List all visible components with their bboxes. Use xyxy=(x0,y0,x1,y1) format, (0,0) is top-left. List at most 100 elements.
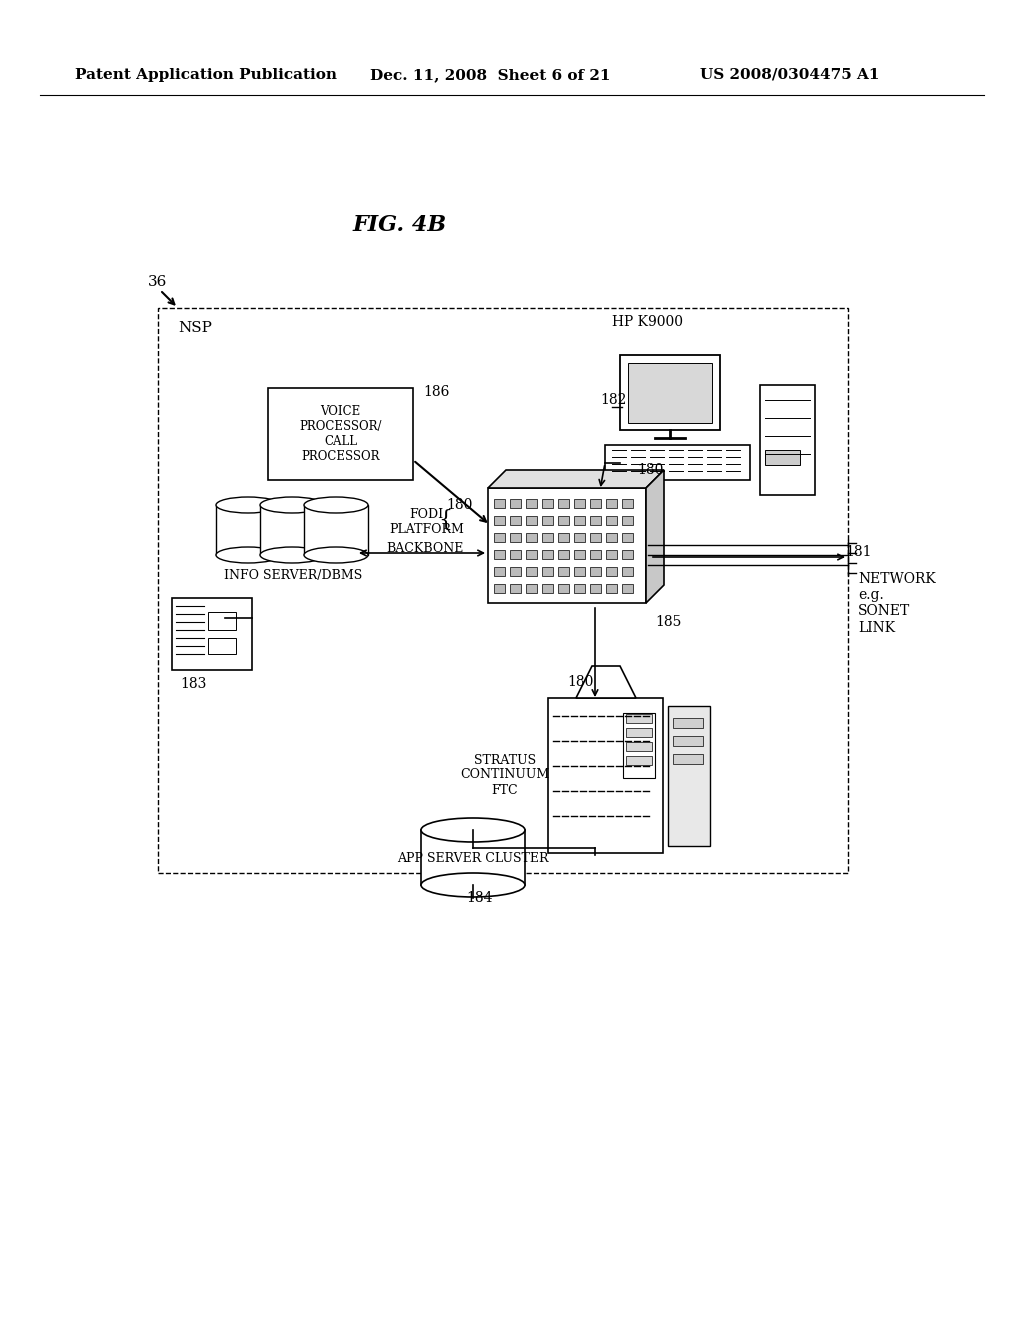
FancyBboxPatch shape xyxy=(606,568,617,576)
Text: 180: 180 xyxy=(567,675,593,689)
Text: Patent Application Publication: Patent Application Publication xyxy=(75,69,337,82)
FancyBboxPatch shape xyxy=(760,385,815,495)
FancyBboxPatch shape xyxy=(558,499,569,508)
Text: Dec. 11, 2008  Sheet 6 of 21: Dec. 11, 2008 Sheet 6 of 21 xyxy=(370,69,610,82)
Text: 180: 180 xyxy=(637,463,664,477)
FancyBboxPatch shape xyxy=(488,488,646,603)
FancyBboxPatch shape xyxy=(494,568,505,576)
FancyBboxPatch shape xyxy=(510,533,521,543)
Text: BACKBONE: BACKBONE xyxy=(387,541,464,554)
FancyBboxPatch shape xyxy=(673,754,703,764)
FancyBboxPatch shape xyxy=(622,568,633,576)
FancyBboxPatch shape xyxy=(208,638,236,653)
FancyBboxPatch shape xyxy=(558,568,569,576)
FancyBboxPatch shape xyxy=(590,568,601,576)
Text: FIG. 4B: FIG. 4B xyxy=(353,214,447,236)
Text: 182: 182 xyxy=(600,393,627,407)
FancyBboxPatch shape xyxy=(626,714,652,723)
Ellipse shape xyxy=(260,498,324,513)
FancyBboxPatch shape xyxy=(542,499,553,508)
FancyBboxPatch shape xyxy=(590,499,601,508)
Text: HP K9000: HP K9000 xyxy=(612,315,683,329)
Text: 181: 181 xyxy=(845,545,871,558)
Ellipse shape xyxy=(304,546,368,564)
FancyBboxPatch shape xyxy=(620,355,720,430)
FancyBboxPatch shape xyxy=(526,499,537,508)
FancyBboxPatch shape xyxy=(558,550,569,558)
Ellipse shape xyxy=(216,498,280,513)
Text: 186: 186 xyxy=(423,385,450,399)
FancyBboxPatch shape xyxy=(590,550,601,558)
FancyBboxPatch shape xyxy=(574,568,585,576)
Text: INFO SERVER/DBMS: INFO SERVER/DBMS xyxy=(224,569,362,582)
FancyBboxPatch shape xyxy=(558,516,569,525)
FancyBboxPatch shape xyxy=(542,550,553,558)
FancyBboxPatch shape xyxy=(673,718,703,729)
FancyBboxPatch shape xyxy=(628,363,712,422)
FancyBboxPatch shape xyxy=(622,533,633,543)
FancyBboxPatch shape xyxy=(494,583,505,593)
FancyBboxPatch shape xyxy=(494,550,505,558)
FancyBboxPatch shape xyxy=(606,533,617,543)
FancyBboxPatch shape xyxy=(510,550,521,558)
Text: APP SERVER CLUSTER: APP SERVER CLUSTER xyxy=(397,851,549,865)
FancyBboxPatch shape xyxy=(574,499,585,508)
Polygon shape xyxy=(575,667,636,698)
FancyBboxPatch shape xyxy=(548,698,663,853)
FancyBboxPatch shape xyxy=(605,445,750,480)
FancyBboxPatch shape xyxy=(590,583,601,593)
Ellipse shape xyxy=(304,498,368,513)
FancyBboxPatch shape xyxy=(622,499,633,508)
FancyBboxPatch shape xyxy=(574,533,585,543)
FancyBboxPatch shape xyxy=(526,516,537,525)
FancyBboxPatch shape xyxy=(590,533,601,543)
FancyBboxPatch shape xyxy=(510,516,521,525)
FancyBboxPatch shape xyxy=(606,550,617,558)
FancyBboxPatch shape xyxy=(622,516,633,525)
Text: 183: 183 xyxy=(180,677,207,690)
FancyBboxPatch shape xyxy=(574,516,585,525)
FancyBboxPatch shape xyxy=(542,583,553,593)
FancyBboxPatch shape xyxy=(510,568,521,576)
FancyBboxPatch shape xyxy=(542,533,553,543)
FancyBboxPatch shape xyxy=(622,550,633,558)
FancyBboxPatch shape xyxy=(626,756,652,766)
Bar xyxy=(421,830,525,884)
Text: NSP: NSP xyxy=(178,321,212,335)
FancyBboxPatch shape xyxy=(626,729,652,737)
FancyBboxPatch shape xyxy=(673,737,703,746)
FancyBboxPatch shape xyxy=(668,706,710,846)
FancyBboxPatch shape xyxy=(606,583,617,593)
FancyBboxPatch shape xyxy=(558,583,569,593)
FancyBboxPatch shape xyxy=(558,533,569,543)
Text: 184: 184 xyxy=(467,891,494,906)
FancyBboxPatch shape xyxy=(526,550,537,558)
Text: 180: 180 xyxy=(446,498,472,512)
Polygon shape xyxy=(488,470,664,488)
FancyBboxPatch shape xyxy=(574,550,585,558)
FancyBboxPatch shape xyxy=(622,583,633,593)
FancyBboxPatch shape xyxy=(542,516,553,525)
Text: US 2008/0304475 A1: US 2008/0304475 A1 xyxy=(700,69,880,82)
Text: STRATUS
CONTINUUM
FTC: STRATUS CONTINUUM FTC xyxy=(461,754,550,796)
Text: NETWORK
e.g.
SONET
LINK: NETWORK e.g. SONET LINK xyxy=(858,572,936,635)
Text: VOICE
PROCESSOR/
CALL
PROCESSOR: VOICE PROCESSOR/ CALL PROCESSOR xyxy=(299,405,382,463)
Bar xyxy=(216,506,280,554)
FancyBboxPatch shape xyxy=(268,388,413,480)
FancyBboxPatch shape xyxy=(158,308,848,873)
Bar xyxy=(304,506,368,554)
FancyBboxPatch shape xyxy=(510,583,521,593)
FancyBboxPatch shape xyxy=(494,516,505,525)
Text: FODI
PLATFORM: FODI PLATFORM xyxy=(389,508,464,536)
FancyBboxPatch shape xyxy=(606,499,617,508)
FancyBboxPatch shape xyxy=(526,568,537,576)
FancyBboxPatch shape xyxy=(526,583,537,593)
Ellipse shape xyxy=(260,546,324,564)
FancyBboxPatch shape xyxy=(494,499,505,508)
FancyBboxPatch shape xyxy=(542,568,553,576)
FancyBboxPatch shape xyxy=(626,742,652,751)
FancyBboxPatch shape xyxy=(510,499,521,508)
FancyBboxPatch shape xyxy=(494,533,505,543)
Ellipse shape xyxy=(216,546,280,564)
Bar xyxy=(260,506,324,554)
